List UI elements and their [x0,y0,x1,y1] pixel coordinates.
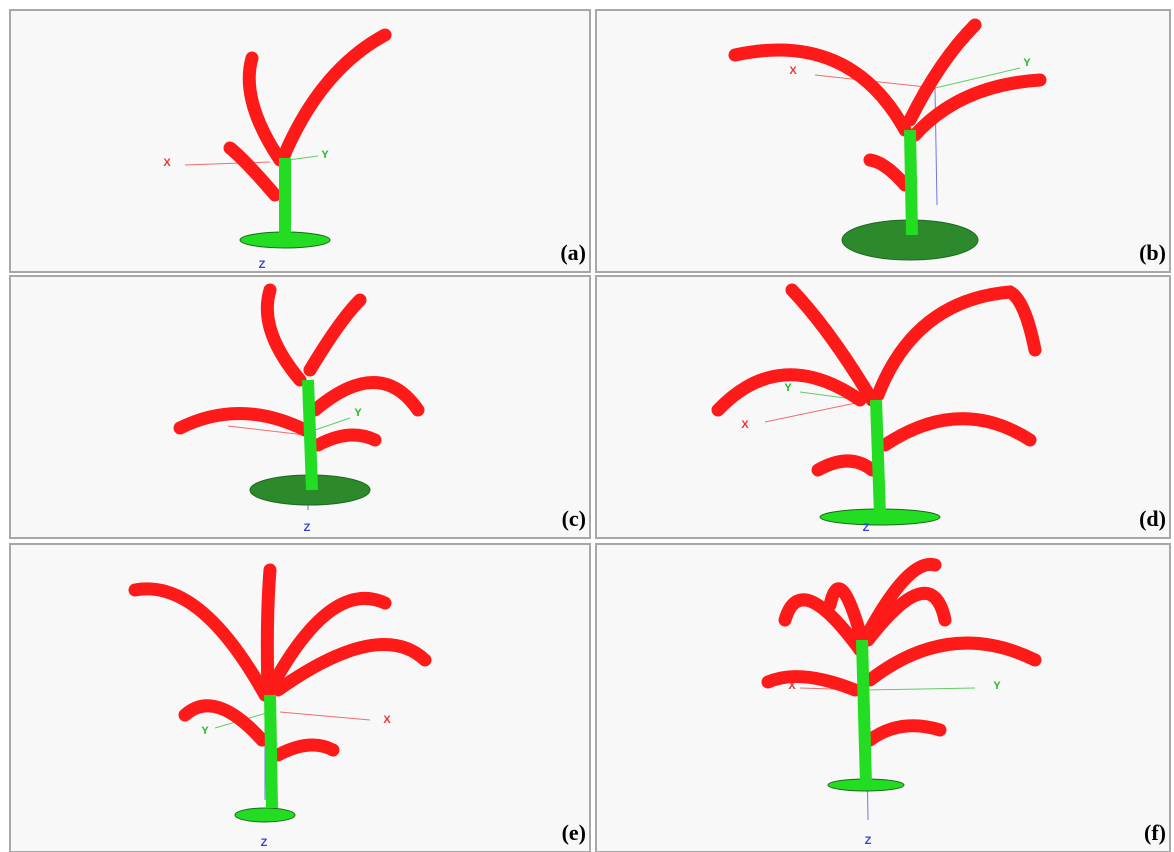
panel: X Y Z (a) [10,10,590,272]
axis-label: Z [865,835,872,847]
axis-label: X [789,65,797,77]
axis-label: Y [321,149,329,161]
axis-label: Z [304,522,311,534]
axis-label: Y [993,680,1001,692]
axis-label: X [383,714,391,726]
panel-frame [10,544,590,852]
panel: X Y (b) [596,10,1170,272]
panel: X Y Z (e) [10,544,590,852]
panel-label: (e) [562,820,586,845]
panel: Y Z (c) [10,276,590,538]
panel-label: (b) [1139,240,1166,265]
axis-label: Z [259,259,266,271]
ground-points [235,808,295,822]
panel: X Y Z (d) [596,276,1170,538]
axis-label: X [163,157,171,169]
axis-label: Y [354,407,362,419]
panel-frame [596,544,1170,852]
stem [910,130,912,235]
axis-label: X [788,680,796,692]
leaf [267,570,270,690]
axis-label: Y [1023,57,1031,69]
panel-label: (d) [1139,506,1166,531]
axis-label: Z [863,522,870,534]
stem [876,400,880,515]
panel-label: (f) [1144,820,1166,845]
axis-label: Z [261,837,268,849]
stem [270,695,272,808]
axis-label: Y [201,725,209,737]
stem [862,640,866,785]
panel: X Y Z (f) [596,544,1170,852]
axis-label: Y [784,382,792,394]
axis-label: X [741,419,749,431]
panel-label: (a) [560,240,586,265]
figure: X Y Z (a) X Y (b) Y Z (c) X Y Z (d) X Y Z (e) X Y Z (f) [0,0,1174,852]
panel-label: (c) [562,506,586,531]
stem [308,380,312,490]
